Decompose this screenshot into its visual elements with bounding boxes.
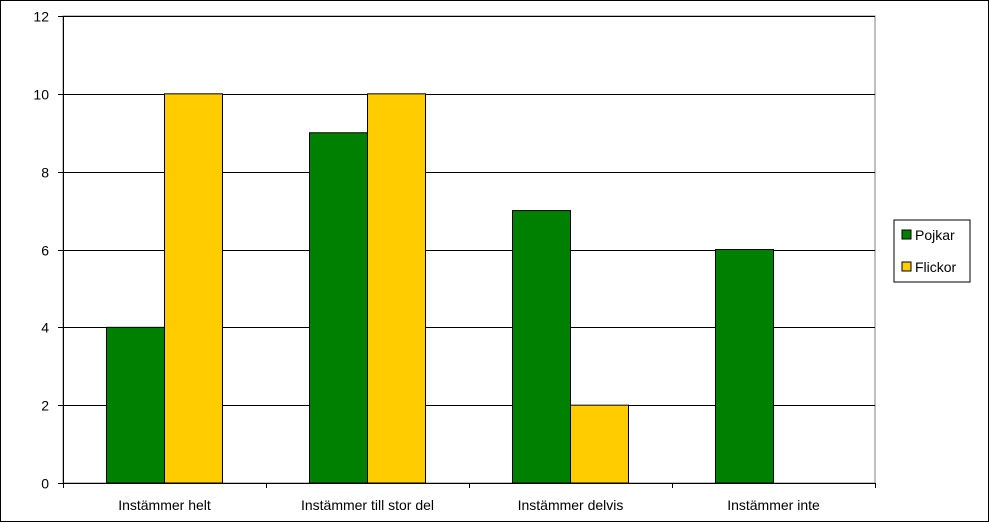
bar-flickor-3 bbox=[570, 404, 629, 484]
bar-pojkar-4 bbox=[715, 249, 774, 484]
y-tick-label: 10 bbox=[33, 87, 49, 103]
y-tick-label: 8 bbox=[41, 165, 49, 181]
x-category-label: Instämmer helt bbox=[118, 497, 211, 513]
y-tick-label: 0 bbox=[41, 476, 49, 492]
bar-pojkar-1 bbox=[106, 326, 165, 484]
y-tick-label: 12 bbox=[33, 9, 49, 25]
axes bbox=[58, 16, 876, 488]
legend-label-flickor: Flickor bbox=[915, 259, 957, 275]
legend-swatch-pojkar bbox=[901, 229, 912, 240]
y-tick-label: 4 bbox=[41, 320, 49, 336]
y-tick-label: 6 bbox=[41, 243, 49, 259]
legend: Pojkar Flickor bbox=[893, 219, 971, 283]
x-category-label: Instämmer inte bbox=[727, 497, 820, 513]
bars bbox=[106, 93, 774, 484]
y-tick-label: 2 bbox=[41, 398, 49, 414]
x-category-labels: Instämmer helt Instämmer till stor del Ins… bbox=[118, 497, 820, 513]
x-category-label: Instämmer till stor del bbox=[301, 497, 434, 513]
x-category-label: Instämmer delvis bbox=[518, 497, 624, 513]
bar-pojkar-2 bbox=[309, 132, 368, 484]
bar-flickor-1 bbox=[164, 93, 223, 484]
bar-flickor-2 bbox=[367, 93, 426, 484]
legend-label-pojkar: Pojkar bbox=[915, 227, 955, 243]
y-tick-labels: 0 2 4 6 8 10 12 bbox=[33, 9, 49, 492]
bar-pojkar-3 bbox=[512, 210, 571, 484]
legend-swatch-flickor bbox=[901, 261, 912, 272]
